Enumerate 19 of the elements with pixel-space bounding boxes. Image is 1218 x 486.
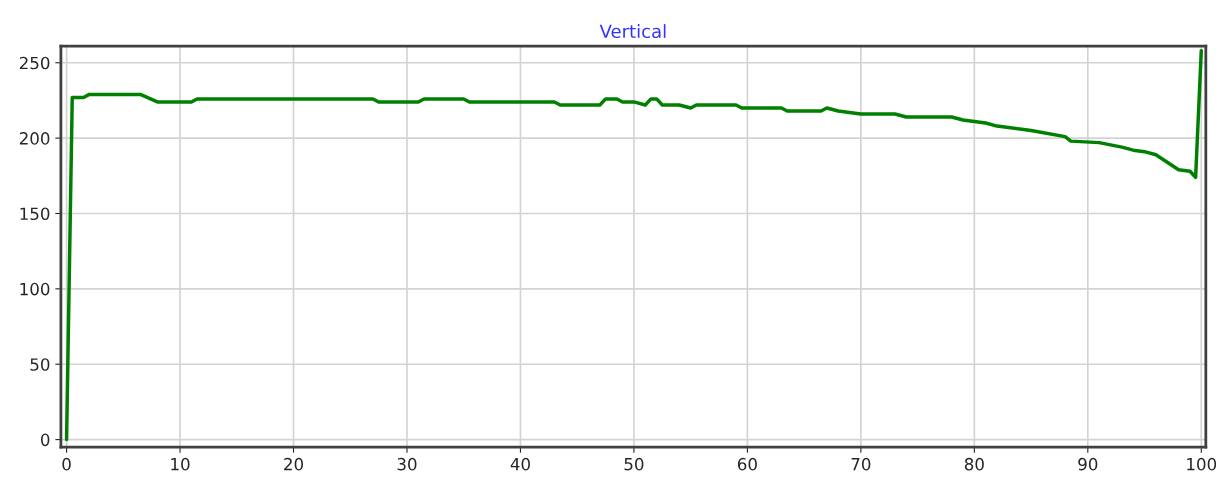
x-tick-label: 70	[851, 457, 871, 471]
x-tick-label: 100	[1187, 457, 1217, 471]
x-tick-label: 80	[964, 457, 984, 471]
x-tick-label: 90	[1078, 457, 1098, 471]
x-tick-label: 50	[624, 457, 644, 471]
y-tick-label: 250	[19, 56, 50, 70]
y-tick-label: 200	[19, 132, 50, 145]
x-tick-label: 10	[171, 457, 190, 471]
x-tick-label: 30	[397, 457, 417, 471]
y-tick-label: 0	[40, 433, 50, 447]
y-tick-label: 50	[30, 358, 50, 371]
y-tick-label: 100	[20, 282, 50, 296]
x-tick-label: 40	[510, 457, 530, 471]
y-tick-label: 150	[20, 207, 50, 221]
x-tick-label: 60	[737, 457, 757, 471]
x-tick-label: 0	[62, 457, 71, 471]
line-series	[64, 48, 1204, 442]
chart-title: Vertical	[599, 24, 666, 39]
x-tick-label: 20	[284, 457, 304, 471]
